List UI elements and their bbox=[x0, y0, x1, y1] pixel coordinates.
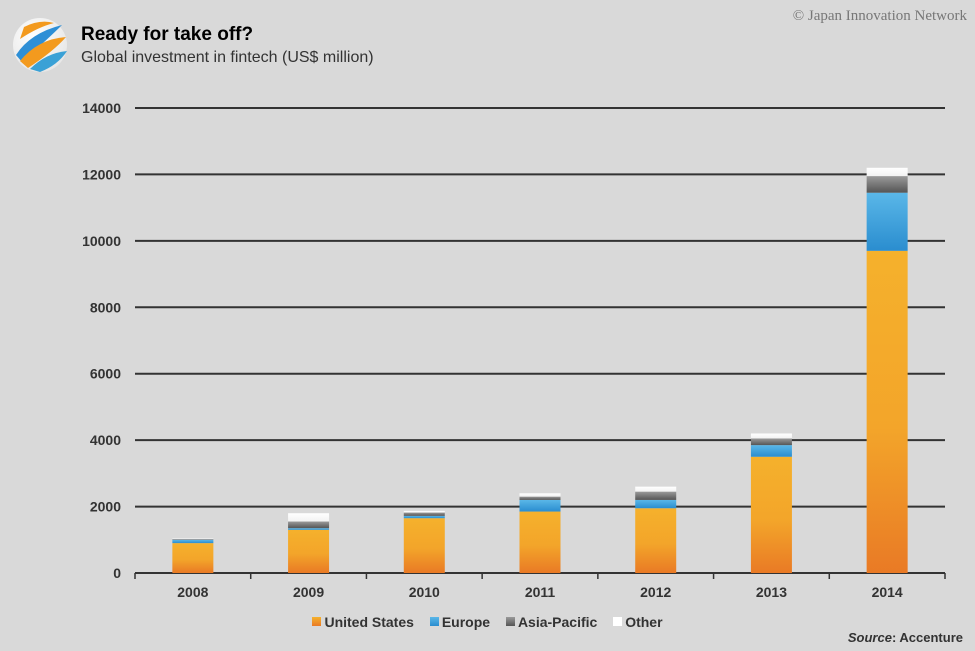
bar-united-states-2008 bbox=[172, 543, 214, 573]
y-tick-label: 12000 bbox=[82, 166, 121, 182]
bar-other-2012 bbox=[635, 486, 677, 492]
bar-united-states-2013 bbox=[750, 456, 792, 573]
bar-europe-2013 bbox=[750, 445, 792, 457]
y-tick-label: 6000 bbox=[90, 366, 121, 382]
y-tick-label: 10000 bbox=[82, 233, 121, 249]
bar-europe-2012 bbox=[635, 499, 677, 509]
bar-other-2014 bbox=[866, 167, 908, 177]
x-tick-label: 2008 bbox=[177, 584, 208, 600]
y-tick-label: 4000 bbox=[90, 432, 121, 448]
bar-asia-pacific-2013 bbox=[750, 438, 792, 446]
bar-asia-pacific-2011 bbox=[519, 496, 561, 500]
source-label: Source bbox=[847, 630, 892, 645]
chart-legend: United States Europe Asia-Pacific Other bbox=[0, 614, 975, 630]
bar-united-states-2014 bbox=[866, 250, 908, 574]
bar-other-2011 bbox=[519, 493, 561, 497]
legend-item-europe: Europe bbox=[429, 614, 491, 630]
x-tick-label: 2014 bbox=[872, 584, 903, 600]
y-tick-label: 0 bbox=[113, 565, 121, 581]
japan-innovation-network-logo bbox=[13, 18, 67, 72]
x-tick-label: 2013 bbox=[756, 584, 787, 600]
bar-other-2010 bbox=[403, 510, 445, 513]
legend-label-other: Other bbox=[625, 614, 663, 630]
bar-asia-pacific-2008 bbox=[172, 539, 214, 540]
bar-united-states-2011 bbox=[519, 511, 561, 573]
legend-swatch-asia-pacific bbox=[505, 617, 515, 626]
x-tick-label: 2009 bbox=[293, 584, 324, 600]
legend-label-europe: Europe bbox=[441, 614, 491, 630]
legend-label-united-states: United States bbox=[324, 614, 414, 630]
legend-label-asia-pacific: Asia-Pacific bbox=[517, 614, 598, 630]
x-tick-label: 2010 bbox=[409, 584, 440, 600]
legend-item-asia-pacific: Asia-Pacific bbox=[505, 614, 598, 630]
bar-united-states-2009 bbox=[288, 529, 330, 573]
copyright-notice: © Japan Innovation Network bbox=[792, 8, 967, 24]
chart-subtitle: Global investment in fintech (US$ millio… bbox=[81, 49, 374, 66]
bar-asia-pacific-2012 bbox=[635, 491, 677, 500]
y-tick-label: 8000 bbox=[90, 299, 121, 315]
y-tick-label: 2000 bbox=[90, 499, 121, 515]
source-value: : Accenture bbox=[891, 630, 963, 645]
x-tick-label: 2012 bbox=[640, 584, 671, 600]
bar-other-2008 bbox=[172, 538, 214, 540]
chart-title: Ready for take off? bbox=[81, 24, 254, 45]
y-tick-label: 14000 bbox=[82, 100, 121, 116]
bar-europe-2014 bbox=[866, 192, 908, 251]
bar-other-2009 bbox=[288, 513, 330, 522]
bar-europe-2011 bbox=[519, 499, 561, 512]
bar-europe-2009 bbox=[288, 528, 330, 530]
bar-asia-pacific-2014 bbox=[866, 176, 908, 193]
bar-asia-pacific-2010 bbox=[403, 512, 445, 516]
bar-united-states-2012 bbox=[635, 508, 677, 573]
bar-other-2013 bbox=[750, 433, 792, 439]
source-note: Source: Accenture bbox=[848, 630, 963, 645]
x-tick-label: 2011 bbox=[525, 584, 556, 600]
legend-swatch-europe bbox=[429, 617, 439, 626]
bar-asia-pacific-2009 bbox=[288, 521, 330, 529]
bar-europe-2010 bbox=[403, 515, 445, 519]
legend-swatch-united-states bbox=[312, 617, 322, 626]
legend-swatch-other bbox=[613, 617, 623, 626]
legend-item-other: Other bbox=[613, 614, 663, 630]
legend-item-united-states: United States bbox=[312, 614, 414, 630]
bar-europe-2008 bbox=[172, 539, 214, 544]
bar-united-states-2010 bbox=[403, 518, 445, 573]
